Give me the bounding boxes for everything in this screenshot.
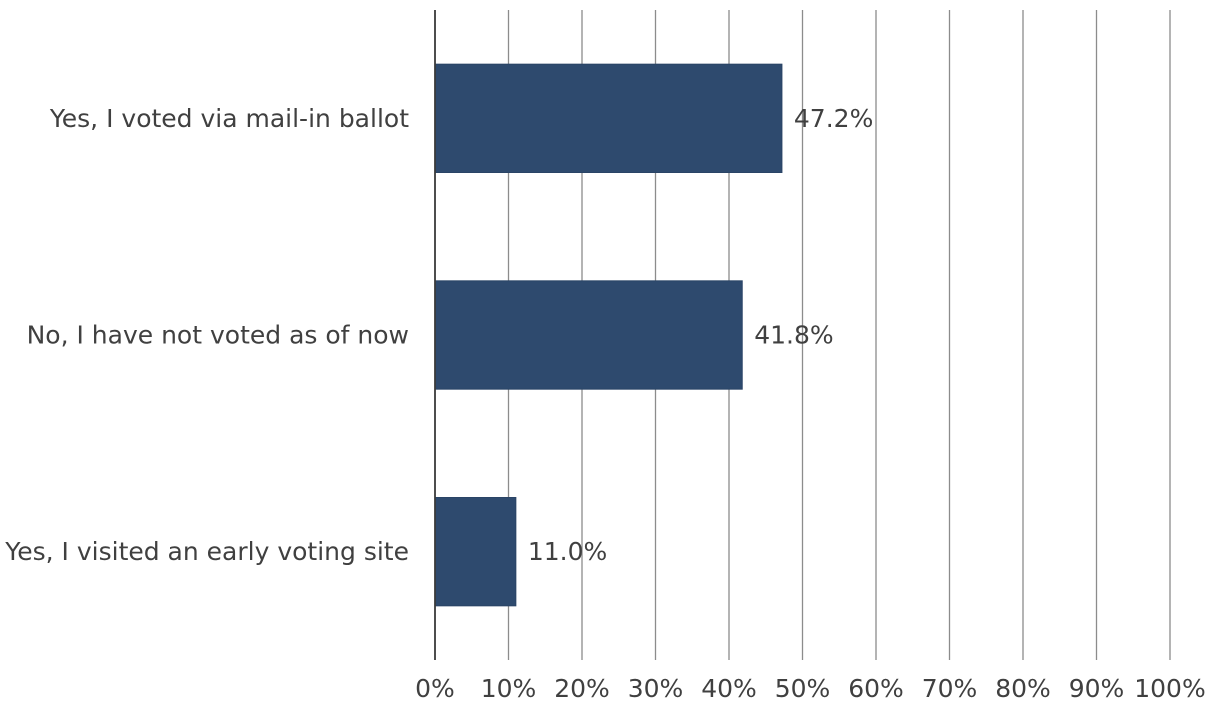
bar-2 [434, 280, 743, 390]
x-tick-label-100: 100% [1134, 674, 1205, 703]
x-tick-labels: 0% 10% 20% 30% 40% 50% 60% 70% 80% 90% 100% [415, 674, 1206, 703]
category-label-3: Yes, I visited an early voting site [4, 537, 409, 566]
data-label-2: 41.8% [754, 321, 833, 350]
x-tick-label-20: 20% [554, 674, 610, 703]
x-tick-label-90: 90% [1069, 674, 1125, 703]
bar-1 [434, 63, 783, 173]
bar-3 [434, 497, 517, 607]
category-label-2: No, I have not voted as of now [27, 321, 409, 350]
x-tick-label-70: 70% [922, 674, 978, 703]
category-label-1: Yes, I voted via mail-in ballot [49, 104, 409, 133]
data-label-3: 11.0% [528, 537, 607, 566]
x-tick-label-60: 60% [848, 674, 904, 703]
data-label-1: 47.2% [794, 104, 873, 133]
x-tick-label-0: 0% [415, 674, 455, 703]
category-labels: Yes, I voted via mail-in ballot No, I hav… [4, 104, 409, 566]
x-tick-label-10: 10% [481, 674, 537, 703]
bars [434, 63, 783, 607]
x-tick-label-40: 40% [701, 674, 757, 703]
x-tick-label-50: 50% [775, 674, 831, 703]
value-labels: 47.2% 41.8% 11.0% [528, 104, 873, 566]
x-tick-label-80: 80% [995, 674, 1051, 703]
x-tick-label-30: 30% [628, 674, 684, 703]
